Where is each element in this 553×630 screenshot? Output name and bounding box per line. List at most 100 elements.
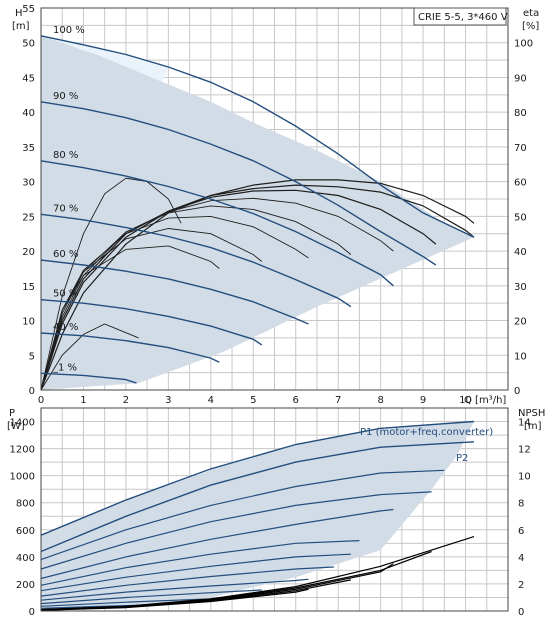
power-curve — [40, 441, 475, 553]
right-axis-name-top: eta — [523, 8, 539, 19]
head-envelope-area — [41, 35, 474, 391]
eta-tick-label: 30 — [514, 282, 527, 293]
left-axis-name-bottom: P — [9, 408, 15, 419]
eta-tick-label: 100 — [514, 39, 533, 50]
npsh-tick-label: 10 — [518, 472, 531, 483]
power-tick-label: 1400 — [10, 418, 35, 429]
power-curve — [40, 553, 351, 592]
head-tick-label: 45 — [22, 73, 35, 84]
npsh-tick-label: 14 — [518, 418, 531, 429]
left-axis-unit-bottom: [W] — [7, 421, 25, 432]
eta-tick-label: 40 — [514, 247, 527, 258]
power-tick-label: 600 — [16, 526, 35, 537]
power-curve — [40, 578, 309, 601]
npsh-tick-label: 6 — [518, 526, 524, 537]
npsh-tick-label: 4 — [518, 553, 524, 564]
eta-tick-label: 0 — [514, 386, 520, 397]
head-operating-area — [41, 35, 474, 391]
head-panel-frame — [40, 7, 509, 391]
power-panel-frame — [40, 407, 509, 612]
head-curve — [40, 213, 352, 308]
head-curve — [40, 372, 137, 384]
power-curve — [40, 566, 334, 597]
power-tick-label: 1200 — [10, 445, 35, 456]
x-tick-label: 9 — [420, 395, 426, 406]
power-curve — [40, 540, 360, 586]
npsh-tick-label: 8 — [518, 499, 524, 510]
model-legend: CRIE 5-5, 3*460 V — [413, 7, 508, 26]
head-curve-label: 50 % — [53, 289, 78, 300]
power-curve — [40, 589, 262, 605]
x-tick-label: 5 — [250, 395, 256, 406]
power-curve — [40, 508, 394, 580]
axis-labels: H [m] eta [%] Q [m³/h] P [W] NPSH [m] — [7, 8, 545, 432]
power-curve — [40, 491, 432, 570]
head-curves: 100 % 90 % 80 % 70 % 60 % 50 % 40 % _1 % — [40, 25, 475, 391]
left-axis-unit-top: [m] — [12, 21, 30, 32]
power-tick-label: 400 — [16, 553, 35, 564]
x-tick-label: 1 — [80, 395, 86, 406]
head-tick-label: 0 — [29, 386, 35, 397]
head-tick-label: 10 — [22, 317, 35, 328]
eta-tick-label: 10 — [514, 351, 527, 362]
eta-curve — [40, 179, 475, 391]
model-legend-text: CRIE 5-5, 3*460 V — [418, 12, 508, 23]
eta-tick-label: 90 — [514, 73, 527, 84]
power-curve — [40, 469, 445, 561]
series-label-p1: P1 (motor+freq.converter) — [360, 427, 493, 438]
eta-curve — [40, 189, 437, 391]
head-tick-label: 25 — [22, 212, 35, 223]
eta-curve — [40, 197, 394, 391]
power-curves: P1 (motor+freq.converter) P2 — [40, 420, 493, 611]
x-tick-label: 8 — [377, 395, 383, 406]
x-tick-label: 7 — [335, 395, 341, 406]
head-curve-label: 80 % — [53, 150, 78, 161]
model-legend-box — [413, 7, 507, 26]
eta-tick-label: 50 — [514, 212, 527, 223]
head-tick-label: 35 — [22, 143, 35, 154]
x-tick-label: 6 — [293, 395, 299, 406]
power-tick-label: 800 — [16, 499, 35, 510]
x-tick-label: 2 — [123, 395, 129, 406]
head-curve — [40, 101, 437, 266]
eta-curve — [40, 245, 220, 391]
head-curve-label: 100 % — [53, 25, 85, 36]
series-label-p2: P2 — [456, 453, 468, 464]
head-tick-label: 55 — [22, 4, 35, 15]
power-tick-label: 0 — [29, 607, 35, 618]
eta-tick-label: 20 — [514, 317, 527, 328]
head-tick-label: 5 — [29, 351, 35, 362]
eta-curve — [40, 184, 475, 391]
x-axis-label: Q [m³/h] — [464, 395, 506, 406]
right-axis-unit-bottom: [m] — [524, 421, 542, 432]
head-curve — [40, 35, 475, 238]
head-curve — [40, 160, 394, 287]
head-curve-label: 60 % — [53, 249, 78, 260]
head-tick-label: 40 — [22, 108, 35, 119]
npsh-tick-label: 12 — [518, 445, 531, 456]
npsh-tick-label: 2 — [518, 580, 524, 591]
right-axis-unit-top: [%] — [522, 21, 539, 32]
axes: 0 1 2 3 4 5 6 7 8 9 100510152025303540455055010203… — [10, 4, 534, 618]
x-tick-label: 10 — [459, 395, 472, 406]
head-tick-label: 30 — [22, 178, 35, 189]
eta-tick-label: 60 — [514, 178, 527, 189]
power-tick-label: 1000 — [10, 472, 35, 483]
eta-tick-label: 70 — [514, 143, 527, 154]
eta-curve — [40, 323, 139, 391]
power-tick-label: 200 — [16, 580, 35, 591]
head-curve — [40, 259, 309, 325]
head-curve — [40, 332, 220, 363]
head-tick-label: 20 — [22, 247, 35, 258]
left-axis-name-top: H — [15, 8, 23, 19]
npsh-curve — [40, 588, 309, 611]
head-curve-label: 90 % — [53, 91, 78, 102]
eta-tick-label: 80 — [514, 108, 527, 119]
head-curve-label: _1 % — [52, 362, 77, 373]
head-curve — [40, 299, 263, 346]
head-tick-label: 50 — [22, 39, 35, 50]
head-tick-label: 15 — [22, 282, 35, 293]
power-curve — [40, 420, 475, 536]
